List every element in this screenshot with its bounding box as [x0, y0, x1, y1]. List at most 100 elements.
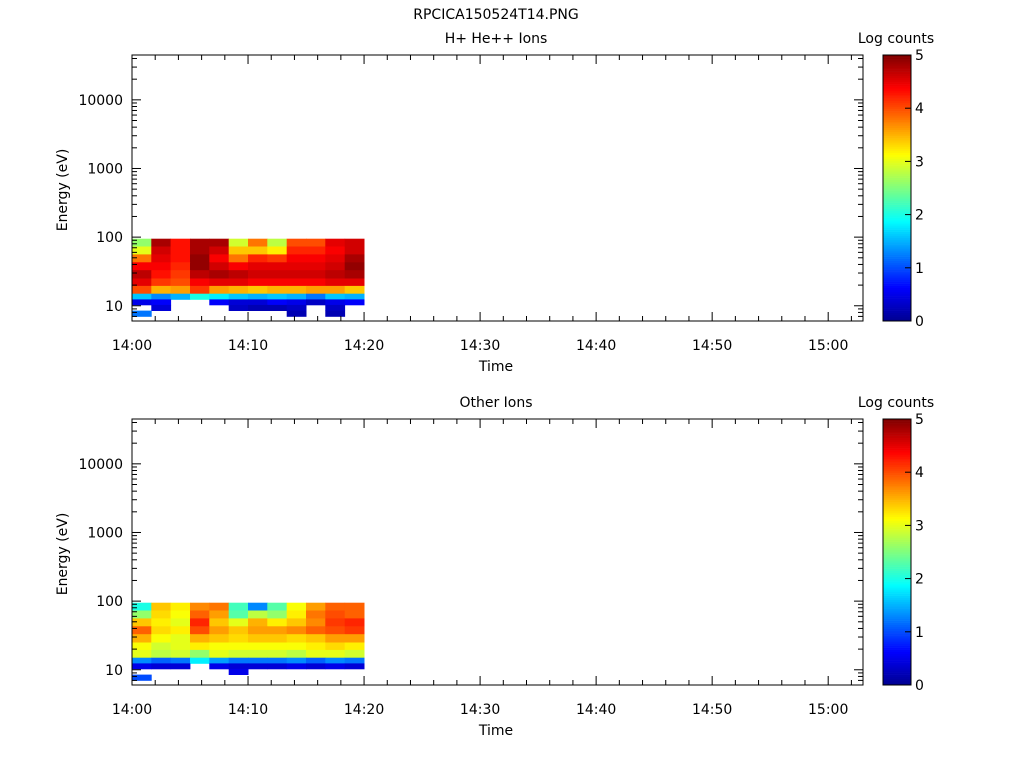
colorbar-tick-label: 4	[915, 465, 924, 481]
colorbar-segment	[883, 94, 911, 97]
colorbar-segment	[883, 160, 911, 164]
colorbar-segment	[883, 514, 911, 517]
y-ticks: 10 100 1000 10000	[78, 58, 863, 322]
colorbar-segment	[883, 601, 911, 605]
colorbar-segment	[883, 82, 911, 85]
heatmap-cell	[132, 642, 152, 651]
colorbar-segment	[883, 106, 911, 110]
colorbar-segment	[883, 279, 911, 282]
heatmap-cell	[228, 238, 249, 247]
heatmap-cell	[209, 657, 230, 664]
colorbar-segment	[883, 291, 911, 295]
heatmap-cell	[344, 634, 365, 643]
colorbar-segment	[883, 148, 911, 151]
heatmap-cell	[151, 642, 172, 651]
colorbar-segment	[883, 210, 911, 214]
y-tick-label: 10000	[78, 93, 123, 109]
colorbar-segment	[883, 146, 911, 149]
colorbar-segment	[883, 483, 911, 486]
colorbar-segment	[883, 620, 911, 623]
colorbar-segment	[883, 306, 911, 309]
colorbar-segment	[883, 435, 911, 439]
heatmap-cells	[132, 602, 365, 681]
colorbar-segment	[883, 57, 911, 60]
heatmap-cell	[170, 626, 191, 635]
heatmap-cell	[151, 262, 172, 271]
colorbar-segment	[883, 518, 911, 522]
colorbar-segment	[883, 533, 911, 536]
colorbar-segment	[883, 192, 911, 195]
heatmap-cell	[190, 262, 210, 271]
colorbar-segment	[883, 254, 911, 257]
colorbar-segment	[883, 616, 911, 619]
colorbar-segment	[883, 641, 911, 644]
colorbar-segment	[883, 680, 911, 684]
colorbar-segment	[883, 662, 911, 665]
heatmap-cell	[306, 293, 326, 300]
heatmap-cell	[248, 634, 268, 643]
heatmap-cell	[170, 642, 191, 651]
colorbar-segment	[883, 304, 911, 307]
colorbar-segment	[883, 59, 911, 62]
colorbar-segment	[883, 239, 911, 243]
colorbar-segment	[883, 589, 911, 592]
heatmap-cell	[132, 285, 152, 295]
heatmap-cell	[267, 634, 288, 643]
x-tick-label: 15:00	[808, 702, 848, 718]
heatmap-cell	[151, 657, 172, 664]
panel-h-he-ions: H+ He++ Ions Energy (eV) Time Log counts…	[55, 31, 934, 375]
colorbar-segment	[883, 55, 911, 58]
heatmap-cell	[267, 618, 288, 627]
x-ticks: 14:00 14:10 14:20 14:30 14:40 14:50 15:00	[112, 55, 852, 354]
heatmap-cell	[151, 610, 172, 619]
heatmap-cell	[132, 626, 152, 635]
heatmap-cell	[306, 663, 326, 670]
colorbar-segment	[883, 626, 911, 630]
heatmap-cell	[170, 270, 191, 279]
colorbar-segment	[883, 506, 911, 509]
colorbar-segment	[883, 562, 911, 565]
colorbar-segment	[883, 171, 911, 174]
colorbar-segment	[883, 572, 911, 576]
heatmap-cell	[248, 278, 268, 287]
colorbar-tick-label: 4	[915, 101, 924, 117]
y-axis-label: Energy (eV)	[55, 149, 71, 232]
colorbar-segment	[883, 115, 911, 118]
heatmap-cell	[132, 310, 152, 317]
colorbar-segment	[883, 522, 911, 526]
heatmap-cell	[151, 634, 172, 643]
colorbar-segment	[883, 655, 911, 659]
heatmap-cell	[286, 310, 307, 317]
colorbar-segment	[883, 152, 911, 156]
heatmap-cell	[190, 293, 210, 300]
heatmap-cell	[286, 626, 307, 635]
colorbar-segment	[883, 125, 911, 129]
colorbar: 0 1 2 3 4 5	[882, 412, 924, 694]
heatmap-cell	[286, 278, 307, 287]
colorbar-segment	[883, 256, 911, 259]
colorbar-segment	[883, 96, 911, 99]
heatmap-cell	[228, 270, 249, 279]
heatmap-cell	[151, 293, 172, 300]
colorbar-segment	[883, 485, 911, 488]
heatmap-cell	[248, 262, 268, 271]
colorbar-segment	[883, 510, 911, 513]
heatmap-cells	[132, 238, 365, 317]
colorbar-segment	[883, 92, 911, 95]
colorbar-segment	[883, 248, 911, 251]
heatmap-cell	[209, 293, 230, 300]
colorbar-tick-label: 1	[915, 261, 924, 277]
colorbar-segment	[883, 516, 911, 520]
colorbar-segment	[883, 606, 911, 609]
colorbar-segment	[883, 427, 911, 430]
heatmap-cell	[151, 246, 172, 255]
colorbar-segment	[883, 477, 911, 480]
colorbar-segment	[883, 252, 911, 255]
colorbar-segment	[883, 260, 911, 264]
heatmap-cell	[267, 663, 288, 670]
colorbar-segment	[883, 637, 911, 640]
colorbar-segment	[883, 437, 911, 441]
colorbar-segment	[883, 554, 911, 557]
colorbar-segment	[883, 298, 911, 301]
colorbar-segment	[883, 535, 911, 538]
